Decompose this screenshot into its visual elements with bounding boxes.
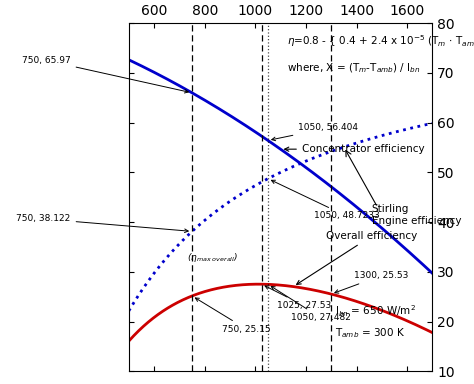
Text: T$_{amb}$ = 300 K: T$_{amb}$ = 300 K: [335, 326, 406, 340]
Text: 750, 65.97: 750, 65.97: [22, 56, 188, 93]
Text: I$_{bn}$ = 650 W/m$^2$: I$_{bn}$ = 650 W/m$^2$: [335, 304, 416, 319]
Text: Stirling
Engine efficiency: Stirling Engine efficiency: [372, 204, 461, 226]
Text: 750, 38.122: 750, 38.122: [17, 214, 188, 233]
Text: 1050, 56.404: 1050, 56.404: [272, 124, 358, 141]
Text: ($\eta_{max\ overall}$): ($\eta_{max\ overall}$): [186, 251, 238, 264]
Text: 1025, 27.53: 1025, 27.53: [265, 286, 331, 310]
Text: 1300, 25.53: 1300, 25.53: [335, 271, 409, 293]
Text: 750, 25.15: 750, 25.15: [195, 298, 271, 334]
Text: Concentrator efficiency: Concentrator efficiency: [284, 144, 425, 154]
Text: Overall efficiency: Overall efficiency: [297, 231, 418, 285]
Text: $\eta$=0.8 - { 0.4 + 2.4 x 10$^{-5}$ (T$_m$ $\cdot$ T$_{amb}$)} X: $\eta$=0.8 - { 0.4 + 2.4 x 10$^{-5}$ (T$…: [287, 33, 474, 49]
Text: 1050, 27.482: 1050, 27.482: [271, 286, 351, 322]
Text: where, X = (T$_m$-T$_{amb}$) / I$_{bn}$: where, X = (T$_m$-T$_{amb}$) / I$_{bn}$: [287, 61, 420, 75]
Text: 1050, 48.7233: 1050, 48.7233: [272, 180, 379, 220]
